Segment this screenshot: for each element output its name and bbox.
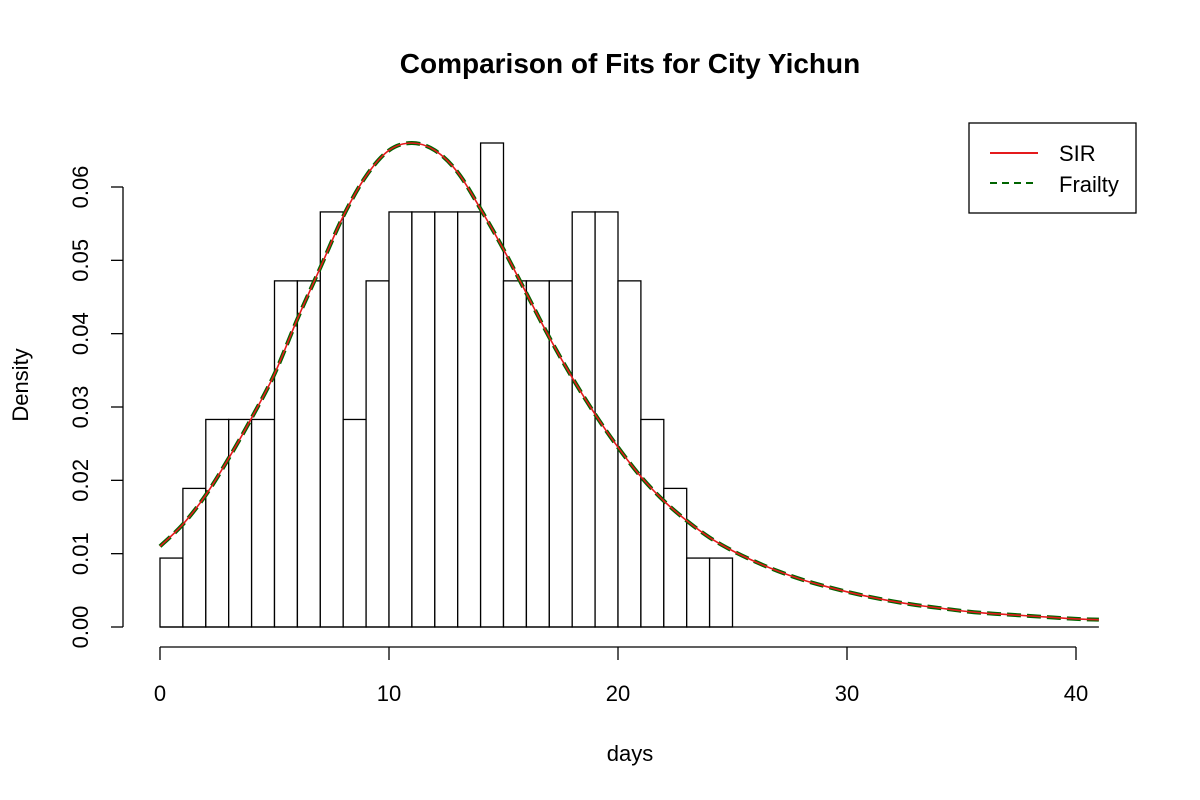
histogram-bar (502, 280, 528, 628)
histogram-bar (273, 280, 299, 628)
x-axis-title: days (607, 741, 653, 766)
y-tick-label: 0.01 (68, 532, 93, 575)
legend-label-frailty: Frailty (1059, 172, 1119, 197)
histogram-bar (571, 211, 596, 628)
y-tick-label: 0.02 (68, 459, 93, 502)
legend: SIR Frailty (968, 122, 1137, 214)
x-tick-label: 10 (377, 681, 401, 706)
histogram-bar (411, 211, 436, 628)
x-tick-label: 20 (606, 681, 630, 706)
histogram-bar (365, 280, 390, 628)
histogram-bar (205, 418, 230, 628)
histogram-bar (548, 280, 573, 628)
histogram-bar (159, 557, 184, 628)
histogram-bar (640, 418, 665, 628)
x-tick-label: 30 (835, 681, 859, 706)
histogram-bar (434, 211, 459, 628)
histogram-bar (686, 557, 711, 628)
y-tick-label: 0.05 (68, 239, 93, 282)
x-tick-label: 0 (154, 681, 166, 706)
y-tick-label: 0.03 (68, 386, 93, 429)
y-tick-label: 0.04 (68, 312, 93, 355)
histogram-bar (250, 418, 276, 628)
series-line-sir (159, 142, 1099, 621)
y-axis-title: Density (8, 348, 33, 421)
y-tick-label: 0.00 (68, 606, 93, 649)
histogram-bar (708, 557, 734, 628)
legend-label-sir: SIR (1059, 141, 1096, 166)
x-axis: 0 10 20 30 40 (154, 646, 1088, 706)
chart-title: Comparison of Fits for City Yichun (400, 48, 860, 79)
histogram-bar (296, 280, 321, 628)
histogram-bar (388, 211, 413, 628)
y-tick-label: 0.06 (68, 166, 93, 209)
histogram-bars (159, 142, 1099, 628)
histogram-bar (319, 211, 344, 628)
x-tick-label: 40 (1064, 681, 1088, 706)
legend-box (968, 122, 1137, 214)
histogram-bar (342, 418, 367, 628)
fit-curves (158, 140, 1099, 622)
histogram-bar (457, 211, 482, 628)
y-axis: 0.00 0.01 0.02 0.03 0.04 0.05 0.06 (68, 166, 124, 649)
